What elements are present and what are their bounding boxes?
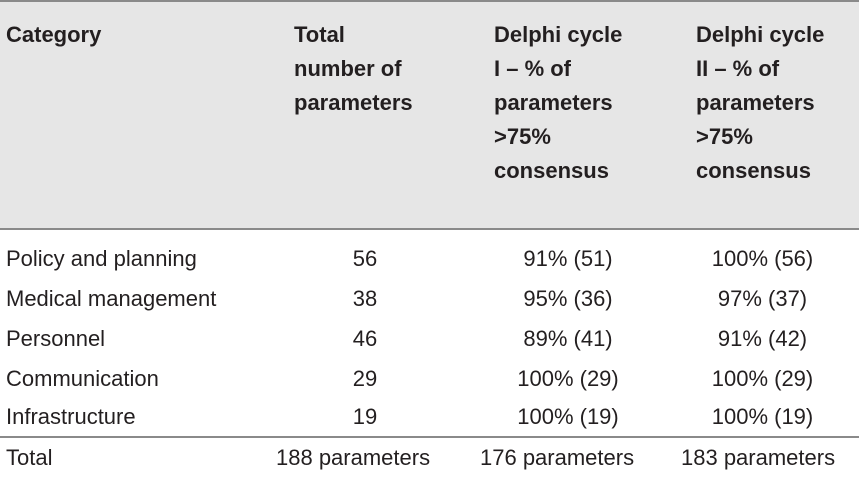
total-row: Total 188 parameters 176 parameters 183 … (0, 436, 859, 472)
table-row: Personnel 46 89% (41) 91% (42) (0, 320, 859, 358)
cell-total: 56 (352, 246, 378, 271)
cell-category: Personnel (6, 326, 106, 351)
total-delphi-1: 176 parameters (480, 445, 635, 470)
cell-delphi-2: 100% (29) (711, 366, 814, 391)
table-row: Policy and planning 56 91% (51) 100% (56… (0, 240, 859, 278)
cell-category: Policy and planning (6, 246, 197, 271)
header-total-parameters: Total number of parameters (294, 22, 413, 115)
table-row: Infrastructure 19 100% (19) 100% (19) (0, 398, 859, 436)
cell-category: Communication (6, 366, 159, 391)
cell-total: 38 (352, 286, 378, 311)
cell-total: 46 (352, 326, 378, 351)
header-category: Category (6, 22, 102, 47)
cell-delphi-1: 89% (41) (523, 326, 613, 351)
cell-delphi-1: 95% (36) (523, 286, 613, 311)
header-delphi-cycle-1: Delphi cycle I – % of parameters >75% co… (494, 22, 623, 183)
cell-category: Medical management (6, 286, 217, 311)
cell-delphi-2: 100% (19) (711, 404, 814, 429)
total-delphi-2: 183 parameters (681, 445, 836, 470)
table-header: Category Total number of parameters Delp… (0, 0, 859, 230)
cell-delphi-1: 91% (51) (523, 246, 613, 271)
total-parameters: 188 parameters (276, 445, 431, 470)
cell-total: 19 (352, 404, 378, 429)
table-row: Communication 29 100% (29) 100% (29) (0, 360, 859, 398)
cell-delphi-2: 100% (56) (711, 246, 814, 271)
total-label: Total (6, 445, 53, 470)
cell-delphi-1: 100% (19) (517, 404, 619, 429)
cell-delphi-1: 100% (29) (517, 366, 619, 391)
cell-category: Infrastructure (6, 404, 136, 429)
cell-delphi-2: 97% (37) (717, 286, 808, 311)
header-delphi-cycle-2: Delphi cycle II – % of parameters >75% c… (696, 22, 825, 183)
cell-delphi-2: 91% (42) (717, 326, 808, 351)
table-row: Medical management 38 95% (36) 97% (37) (0, 280, 859, 318)
cell-total: 29 (352, 366, 378, 391)
